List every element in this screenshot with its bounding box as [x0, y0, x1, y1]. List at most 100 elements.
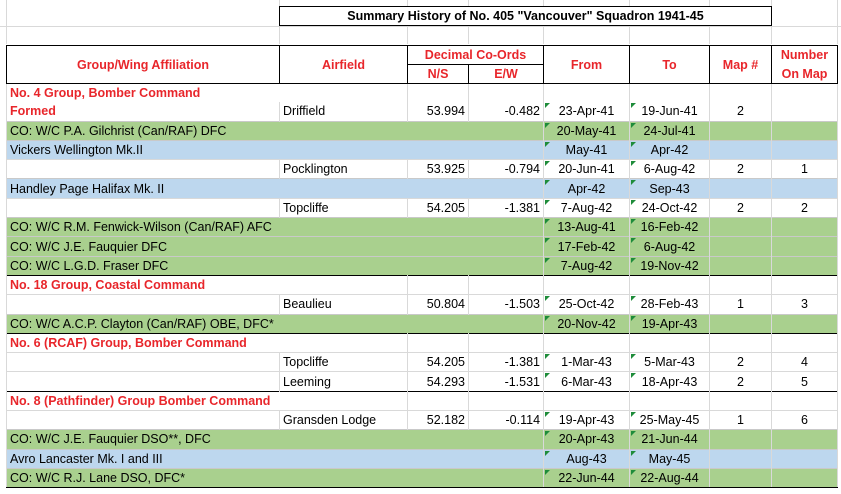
- cell: [407, 274, 469, 295]
- cell: [6, 197, 280, 218]
- aircraft-cell: Vickers Wellington Mk.II: [5, 139, 545, 160]
- formed-label: Formed: [6, 102, 280, 122]
- ns-cell: 50.804: [407, 294, 469, 315]
- header-ew: E/W: [467, 64, 545, 84]
- map-cell: 2: [709, 371, 773, 392]
- ew-cell: -0.482: [467, 102, 545, 122]
- table-row: Pocklington 53.925 -0.794 20-Jun-41 6-Aug-42…: [6, 159, 839, 179]
- ns-cell: 52.182: [407, 410, 469, 430]
- from-cell: 13-Aug-41: [543, 217, 631, 237]
- table-row: Beaulieu 50.804 -1.503 25-Oct-42 28-Feb-43 1 3: [6, 294, 839, 315]
- from-cell: 7-Aug-42: [543, 197, 631, 218]
- cell: [543, 332, 631, 353]
- cell: [629, 390, 711, 411]
- cell: [771, 236, 839, 257]
- cell: [771, 313, 839, 334]
- commander-cell: CO: W/C R.J. Lane DSO, DFC*: [5, 467, 545, 489]
- table-row: Leeming 54.293 -1.531 6-Mar-43 18-Apr-43 2 5: [6, 371, 839, 392]
- from-cell: Aug-43: [543, 448, 631, 469]
- group-row: No. 8 (Pathfinder) Group Bomber Command: [6, 390, 839, 411]
- map-cell: 2: [709, 159, 773, 179]
- map-cell: 2: [709, 352, 773, 372]
- cell: [771, 83, 839, 103]
- cell: [407, 83, 469, 103]
- commander-cell: CO: W/C A.C.P. Clayton (Can/RAF) OBE, DF…: [5, 313, 545, 334]
- number-cell: 3: [771, 294, 839, 315]
- to-cell: 19-Jun-41: [629, 102, 711, 122]
- cell: [709, 429, 773, 450]
- to-cell: 19-Apr-43: [629, 313, 711, 334]
- airfield-cell: Topcliffe: [279, 197, 408, 218]
- table-row: Handley Page Halifax Mk. II Apr-42 Sep-43: [5, 178, 839, 199]
- cell: [709, 120, 773, 141]
- from-cell: 7-Aug-42: [543, 255, 631, 276]
- cell: [709, 274, 773, 295]
- to-cell: May-45: [629, 448, 711, 469]
- from-cell: May-41: [543, 139, 631, 160]
- group-row: No. 4 Group, Bomber Command: [6, 83, 839, 103]
- airfield-cell: Pocklington: [279, 159, 408, 179]
- cell: [709, 255, 773, 276]
- number-cell: 6: [771, 410, 839, 430]
- cell: [629, 83, 711, 103]
- table-row: CO: W/C J.E. Fauquier DFC 17-Feb-42 6-Aug-…: [5, 236, 839, 257]
- airfield-cell: Topcliffe: [279, 352, 408, 372]
- to-cell: 24-Jul-41: [629, 120, 711, 141]
- cell: [771, 178, 839, 199]
- ns-cell: 54.293: [407, 371, 469, 392]
- cell: [771, 217, 839, 237]
- cell: [6, 410, 280, 430]
- header-map: Map #: [709, 45, 773, 84]
- history-table: Group/Wing Affiliation Airfield Decimal …: [5, 45, 839, 489]
- ew-cell: -1.503: [467, 294, 545, 315]
- ns-cell: 54.205: [407, 197, 469, 218]
- commander-cell: CO: W/C P.A. Gilchrist (Can/RAF) DFC: [5, 120, 545, 141]
- cell: [771, 332, 839, 353]
- to-cell: 19-Nov-42: [629, 255, 711, 276]
- sheet-title: Summary History of No. 405 "Vancouver" S…: [279, 6, 772, 26]
- from-cell: 22-Jun-44: [543, 467, 631, 489]
- header-airfield: Airfield: [279, 45, 408, 84]
- ns-cell: 53.925: [407, 159, 469, 179]
- ew-cell: -1.381: [467, 197, 545, 218]
- to-cell: 21-Jun-44: [629, 429, 711, 450]
- cell: [467, 83, 545, 103]
- number-cell: 1: [771, 159, 839, 179]
- table-row: CO: W/C L.G.D. Fraser DFC 7-Aug-42 19-Nov-…: [5, 255, 839, 276]
- map-cell: 1: [709, 294, 773, 315]
- ns-cell: 53.994: [407, 102, 469, 122]
- header-ns: N/S: [407, 64, 469, 84]
- header-to: To: [629, 45, 711, 84]
- header-decimal-coords: Decimal Co-Ords: [406, 45, 545, 65]
- table-row: Formed Driffield 53.994 -0.482 23-Apr-41 19-J…: [6, 102, 839, 122]
- cell: [709, 178, 773, 199]
- cell: [709, 390, 773, 411]
- header-from: From: [543, 45, 631, 84]
- number-cell: 4: [771, 352, 839, 372]
- group-row: No. 6 (RCAF) Group, Bomber Command: [6, 332, 839, 353]
- from-cell: 17-Feb-42: [543, 236, 631, 257]
- table-row: CO: W/C J.E. Fauquier DSO**, DFC 20-Apr-4…: [5, 429, 839, 450]
- cell: [771, 274, 839, 295]
- from-cell: Apr-42: [543, 178, 631, 199]
- cell: [6, 294, 280, 315]
- number-cell: 5: [771, 371, 839, 392]
- cell: [709, 332, 773, 353]
- cell: [6, 352, 280, 372]
- cell: [771, 120, 839, 141]
- to-cell: 25-May-45: [629, 410, 711, 430]
- cell: [467, 274, 545, 295]
- from-cell: 23-Apr-41: [543, 102, 631, 122]
- cell: [543, 390, 631, 411]
- airfield-cell: Leeming: [279, 371, 408, 392]
- aircraft-cell: Avro Lancaster Mk. I and III: [5, 448, 545, 469]
- to-cell: 22-Aug-44: [629, 467, 711, 489]
- commander-cell: CO: W/C R.M. Fenwick-Wilson (Can/RAF) AF…: [5, 217, 545, 237]
- from-cell: 20-Apr-43: [543, 429, 631, 450]
- airfield-cell: Gransden Lodge: [279, 410, 408, 430]
- table-row: Avro Lancaster Mk. I and III Aug-43 May-45: [5, 448, 839, 469]
- ns-cell: 54.205: [407, 352, 469, 372]
- cell: [543, 274, 631, 295]
- header-number-line2: On Map: [771, 64, 839, 84]
- to-cell: 5-Mar-43: [629, 352, 711, 372]
